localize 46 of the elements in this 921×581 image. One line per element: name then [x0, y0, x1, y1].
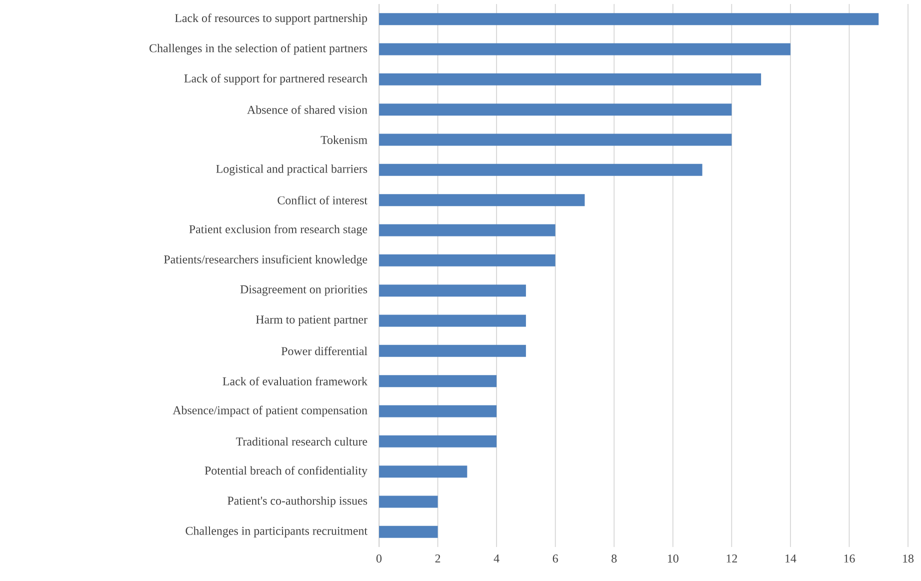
bar: [379, 104, 732, 116]
y-tick-label: Absence/impact of patient compensation: [172, 406, 368, 417]
y-tick-label: Challenges in participants recruitment: [186, 526, 368, 538]
bar: [379, 344, 526, 357]
bar: [379, 43, 790, 56]
y-tick-label: Harm to patient partner: [256, 316, 368, 326]
y-tick-label: Potential breach of confidentiality: [204, 466, 368, 478]
bar: [379, 254, 556, 266]
bar: [379, 466, 468, 478]
bar: [379, 13, 879, 26]
y-tick-label: Logistical and practical barriers: [216, 164, 368, 176]
x-tick-label: 6: [552, 554, 558, 563]
bar: [379, 526, 438, 538]
bar: [379, 164, 702, 176]
bar: [379, 435, 497, 448]
y-tick-label: Patient's co-authorship issues: [228, 496, 368, 508]
y-tick-label: Lack of resources to support partnership: [174, 14, 368, 25]
x-tick-label: 8: [612, 554, 617, 563]
y-tick-label: Patient exclusion from research stage: [189, 224, 368, 236]
y-tick-label: Patients/researchers insuficient knowledge: [164, 254, 368, 266]
bar: [379, 314, 526, 327]
bar: [379, 73, 762, 86]
bar: [379, 284, 526, 297]
y-tick-label: Tokenism: [320, 136, 368, 144]
bar: [379, 194, 585, 206]
x-tick-label: 18: [903, 554, 914, 563]
y-tick-label: Lack of support for partnered research: [184, 74, 368, 85]
bar: [379, 405, 497, 418]
bar: [379, 375, 497, 388]
y-tick-label: Lack of evaluation framework: [222, 376, 368, 386]
x-tick-label: 14: [786, 554, 796, 562]
bar: [379, 496, 438, 508]
x-tick-label: 16: [844, 554, 855, 563]
y-tick-label: Disagreement on priorities: [240, 285, 368, 296]
x-tick-label: 4: [494, 554, 500, 562]
y-tick-label: Traditional research culture: [236, 437, 368, 446]
bar: [379, 134, 732, 146]
x-tick-label: 12: [726, 554, 737, 562]
y-tick-label: Conflict of interest: [278, 196, 368, 204]
x-tick-label: 0: [376, 554, 382, 563]
bar: [379, 224, 556, 236]
x-tick-label: 2: [435, 554, 440, 562]
y-tick-label: Power differential: [281, 346, 368, 356]
y-tick-label: Absence of shared vision: [247, 105, 368, 114]
x-tick-label: 10: [668, 554, 678, 563]
y-tick-label: Challenges in the selection of patient partners: [150, 44, 368, 55]
